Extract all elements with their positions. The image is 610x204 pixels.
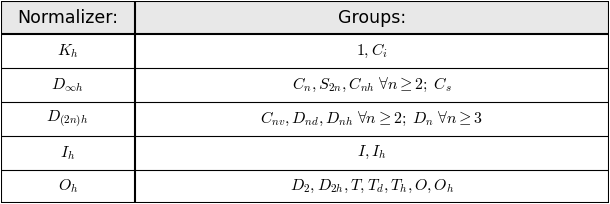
Text: $O_h$: $O_h$ xyxy=(57,177,78,195)
FancyBboxPatch shape xyxy=(1,1,609,34)
Text: $D_{\infty h}$: $D_{\infty h}$ xyxy=(51,76,84,94)
Text: Groups:: Groups: xyxy=(338,9,406,27)
Text: $I_h$: $I_h$ xyxy=(60,144,75,162)
Text: Normalizer:: Normalizer: xyxy=(17,9,118,27)
Text: $D_2, D_{2h}, T, T_d, T_h, O, O_h$: $D_2, D_{2h}, T, T_d, T_h, O, O_h$ xyxy=(290,178,454,195)
Text: $D_{(2n)h}$: $D_{(2n)h}$ xyxy=(46,108,89,130)
Text: $C_n, S_{2n}, C_{nh}\; \forall n \geq 2;\; C_s$: $C_n, S_{2n}, C_{nh}\; \forall n \geq 2;… xyxy=(292,76,452,94)
Text: $I, I_h$: $I, I_h$ xyxy=(357,144,387,161)
Text: $C_{nv}, D_{nd}, D_{nh}\; \forall n \geq 2;\; D_n\; \forall n \geq 3$: $C_{nv}, D_{nd}, D_{nh}\; \forall n \geq… xyxy=(260,110,484,128)
Text: $K_h$: $K_h$ xyxy=(57,42,79,60)
Text: $1, C_i$: $1, C_i$ xyxy=(356,42,388,60)
